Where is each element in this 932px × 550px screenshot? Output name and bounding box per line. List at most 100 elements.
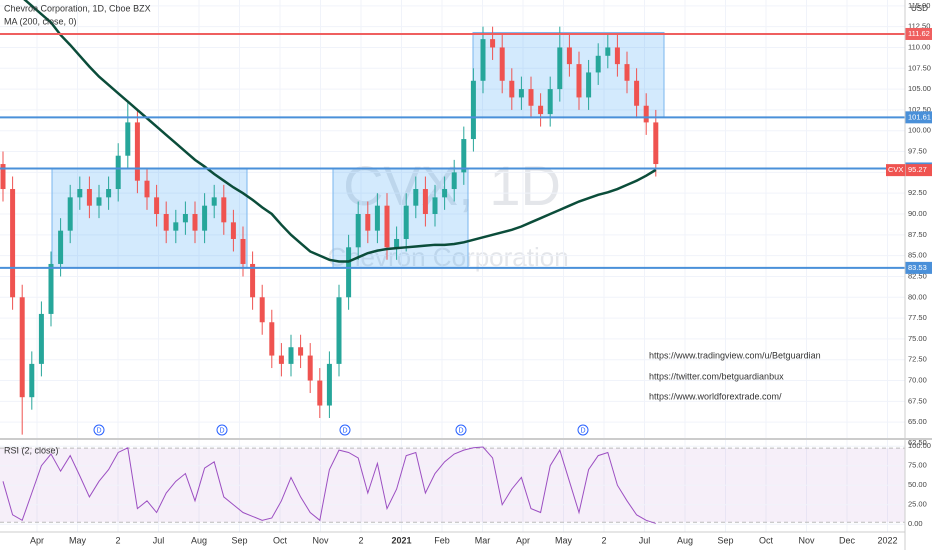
- candle-body: [298, 347, 304, 356]
- candle-body: [643, 105, 649, 123]
- zone: [472, 31, 665, 118]
- candle-body: [125, 122, 131, 156]
- x-tick-label: Sep: [717, 535, 733, 545]
- x-tick-label: Dec: [839, 535, 856, 545]
- x-tick-label: Oct: [759, 535, 774, 545]
- link[interactable]: https://www.tradingview.com/u/Betguardia…: [649, 350, 821, 360]
- dividend-label: D: [458, 427, 463, 434]
- candle-body: [0, 164, 6, 190]
- candle-body: [605, 47, 611, 56]
- y-tick-label: 85.00: [908, 251, 927, 260]
- y-tick-label: 90.00: [908, 209, 927, 218]
- watermark-name: Chevron Corporation: [327, 242, 568, 272]
- x-tick-label: Nov: [312, 535, 329, 545]
- x-tick-label: Aug: [191, 535, 207, 545]
- y-tick-label: 102.50: [908, 105, 931, 114]
- candle-body: [470, 80, 476, 140]
- y-tick-label: 75.00: [908, 334, 927, 343]
- x-tick-label: Apr: [30, 535, 44, 545]
- candle-body: [317, 380, 323, 406]
- dividend-marker: [216, 424, 228, 436]
- x-tick-label: Aug: [677, 535, 693, 545]
- symbol-tag: [886, 164, 905, 177]
- x-tick-label: Oct: [273, 535, 288, 545]
- y-tick-label: 107.50: [908, 63, 931, 72]
- level-tag: [905, 111, 932, 124]
- candle-body: [250, 263, 256, 298]
- y-tick-label: 110.00: [908, 42, 930, 51]
- y-tick-label: 82.50: [908, 271, 927, 280]
- currency: USD: [911, 4, 928, 13]
- rsi-tick-label: 25.00: [908, 500, 927, 509]
- rsi-tick-label: 75.00: [908, 461, 927, 470]
- candle-body: [10, 189, 16, 298]
- candle-body: [384, 205, 390, 248]
- candle-body: [240, 238, 246, 264]
- dividend-label: D: [219, 427, 224, 434]
- x-tick-label: May: [69, 535, 87, 545]
- link[interactable]: https://www.worldforextrade.com/: [649, 391, 782, 401]
- rsi-tick-label: 50.00: [908, 480, 927, 489]
- dividend-marker: [93, 424, 105, 436]
- candle-body: [566, 47, 572, 65]
- chart-title: Chevron Corporation, 1D, Cboe BZX: [4, 3, 151, 13]
- x-tick-label: Feb: [434, 535, 450, 545]
- dividend-label: D: [342, 427, 347, 434]
- y-tick-label: 92.50: [908, 188, 927, 197]
- moving-average: [23, 0, 657, 263]
- candle-body: [490, 39, 496, 48]
- rsi-pane: [0, 440, 905, 532]
- candle-body: [288, 347, 294, 364]
- candle-body: [547, 89, 553, 115]
- candle-body: [192, 214, 198, 231]
- candle-body: [403, 205, 409, 239]
- candle-body: [432, 197, 438, 215]
- y-tick-label: 70.00: [908, 376, 927, 385]
- y-tick-label: 97.50: [908, 147, 927, 156]
- y-tick-label: 72.50: [908, 355, 927, 364]
- candle-body: [586, 72, 592, 98]
- candle-body: [365, 214, 371, 231]
- symbol-label: CVX: [888, 165, 903, 174]
- candle-body: [509, 80, 515, 98]
- candle-body: [269, 322, 275, 356]
- link[interactable]: https://twitter.com/betguardianbux: [649, 371, 784, 381]
- dividend-label: D: [96, 427, 101, 434]
- y-tick-label: 112.50: [908, 22, 930, 31]
- y-tick-label: 62.50: [908, 438, 927, 447]
- price-pane: [0, 0, 905, 438]
- dividend-marker: [455, 424, 467, 436]
- candle-body: [115, 155, 121, 190]
- candle-body: [499, 47, 505, 81]
- rsi-line: [2, 446, 656, 524]
- rsi-legend: RSI (2, close): [4, 445, 59, 455]
- dividend-label: D: [580, 427, 585, 434]
- candle-body: [326, 363, 332, 406]
- candle-body: [182, 214, 188, 223]
- candle-body: [355, 214, 361, 248]
- x-tick-label: Nov: [798, 535, 815, 545]
- y-tick-label: 67.50: [908, 396, 927, 405]
- candle-body: [221, 197, 227, 223]
- candle-body: [278, 355, 284, 364]
- candle-body: [29, 363, 35, 398]
- candle-body: [154, 197, 160, 215]
- ma-legend: MA (200, close, 0): [4, 16, 77, 26]
- candle-body: [48, 263, 54, 314]
- candle-body: [134, 122, 140, 181]
- candle-body: [307, 355, 313, 381]
- candle-body: [346, 247, 352, 298]
- candle-body: [576, 64, 582, 98]
- y-tick-label: 87.50: [908, 230, 927, 239]
- candle-body: [106, 189, 112, 198]
- candle-body: [394, 238, 400, 248]
- candle-body: [144, 180, 150, 198]
- candle-body: [86, 189, 92, 206]
- candle-body: [528, 89, 534, 106]
- candle-body: [480, 39, 486, 81]
- candle-body: [413, 189, 419, 206]
- price-axis: 62.50 65.00 67.50 70.00 72.50 75.00 77.50 80.00…: [905, 1, 932, 528]
- zone: [332, 167, 469, 269]
- y-tick-label: 65.00: [908, 417, 927, 426]
